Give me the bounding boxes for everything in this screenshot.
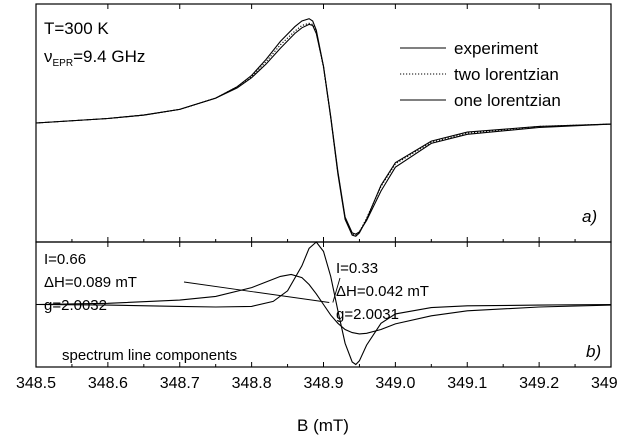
panel-b: I=0.66 ΔH=0.089 mT g=2.0032 I=0.33 ΔH=0.… xyxy=(35,241,612,368)
x-tick-label-8: 349.3 xyxy=(591,375,619,392)
x-tick-labels: 348.5 348.6 348.7 348.8 348.9 349.0 349.1 349.2… xyxy=(16,375,619,392)
component-annotation-narrow: I=0.33 ΔH=0.042 mT g=2.0031 xyxy=(336,260,429,323)
x-tick-label-7: 349.2 xyxy=(519,375,559,392)
narrow-linewidth: ΔH=0.042 mT xyxy=(336,283,429,300)
broad-linewidth: ΔH=0.089 mT xyxy=(44,274,137,291)
broad-intensity: I=0.66 xyxy=(44,251,86,268)
panel-a: T=300 K νEPR=9.4 GHz experiment two lore… xyxy=(35,3,612,243)
temperature-annotation: T=300 K xyxy=(44,19,109,38)
series-a-one-lorentzian xyxy=(35,23,612,235)
legend-label-experiment: experiment xyxy=(454,39,538,58)
panel-b-annotation-lines xyxy=(183,277,341,303)
x-tick-label-0: 348.5 xyxy=(16,375,56,392)
series-b-i-0-33 xyxy=(35,241,612,366)
legend-label-two-lorentzian: two lorentzian xyxy=(454,65,559,84)
x-tick-label-5: 349.0 xyxy=(375,375,415,392)
panel-a-curves xyxy=(35,18,612,237)
panel-b-ticks xyxy=(35,242,612,367)
panel-b-label: b) xyxy=(586,342,601,361)
spectrum-components-note: spectrum line components xyxy=(62,347,237,364)
x-tick-label-1: 348.6 xyxy=(88,375,128,392)
x-tick-label-3: 348.8 xyxy=(232,375,272,392)
legend-label-one-lorentzian: one lorentzian xyxy=(454,91,561,110)
narrow-intensity: I=0.33 xyxy=(336,260,378,277)
frequency-annotation: νEPR=9.4 GHz xyxy=(44,47,145,69)
x-axis-label: B (mT) xyxy=(297,416,349,435)
x-tick-label-6: 349.1 xyxy=(447,375,487,392)
legend: experiment two lorentzian one lorentzian xyxy=(400,39,561,110)
annotation-pointer-narrow xyxy=(332,277,341,303)
series-b-i-0-66 xyxy=(35,273,612,335)
annotation-pointer-broad xyxy=(183,281,330,303)
panel-a-label: a) xyxy=(582,207,597,226)
x-tick-label-4: 348.9 xyxy=(303,375,343,392)
x-tick-label-2: 348.7 xyxy=(160,375,200,392)
narrow-gfactor: g=2.0031 xyxy=(336,306,399,323)
broad-gfactor: g=2.0032 xyxy=(44,297,107,314)
panel-b-curves xyxy=(35,241,612,366)
component-annotation-broad: I=0.66 ΔH=0.089 mT g=2.0032 xyxy=(44,251,137,314)
